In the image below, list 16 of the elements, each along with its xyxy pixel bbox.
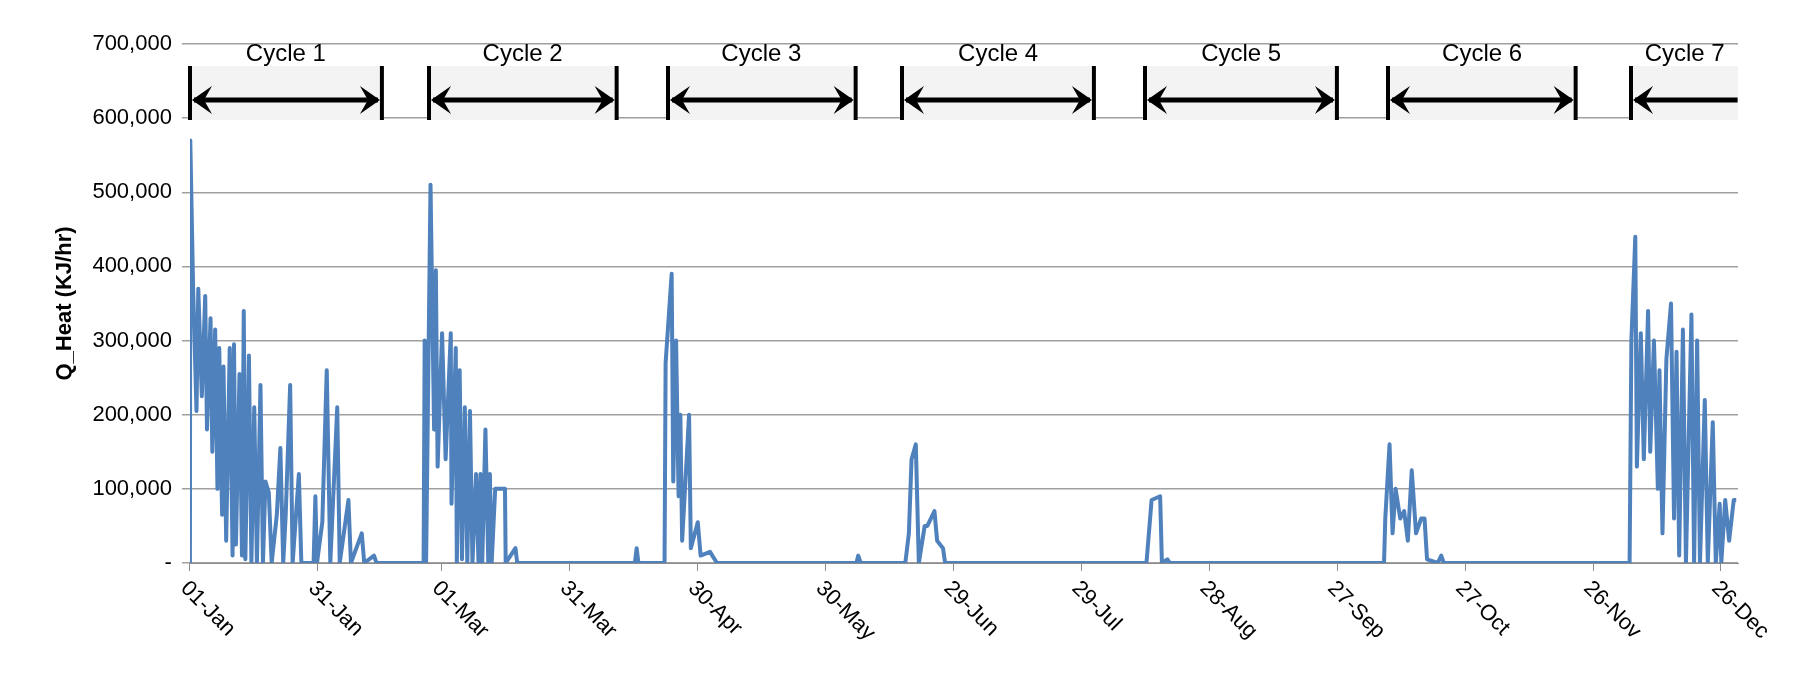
y-tick-label: 700,000 bbox=[92, 30, 172, 56]
band-label: Cycle 4 bbox=[958, 38, 1039, 66]
band-label: Cycle 2 bbox=[482, 38, 563, 66]
y-tick-label: 300,000 bbox=[92, 326, 172, 352]
y-tick-label: - bbox=[164, 549, 172, 575]
band-label: Cycle 5 bbox=[1201, 38, 1282, 66]
y-tick-label: 100,000 bbox=[92, 474, 172, 500]
y-tick-label: 400,000 bbox=[92, 252, 172, 278]
y-axis-title: Q_Heat (KJ/hr) bbox=[51, 226, 77, 381]
band-label: Cycle 7 bbox=[1644, 38, 1725, 66]
y-tick-label: 600,000 bbox=[92, 104, 172, 130]
band-label: Cycle 6 bbox=[1442, 38, 1523, 66]
y-tick-label: 200,000 bbox=[92, 400, 172, 426]
y-tick-label: 500,000 bbox=[92, 178, 172, 204]
band-label: Cycle 1 bbox=[245, 38, 326, 66]
band-label: Cycle 3 bbox=[721, 38, 802, 66]
